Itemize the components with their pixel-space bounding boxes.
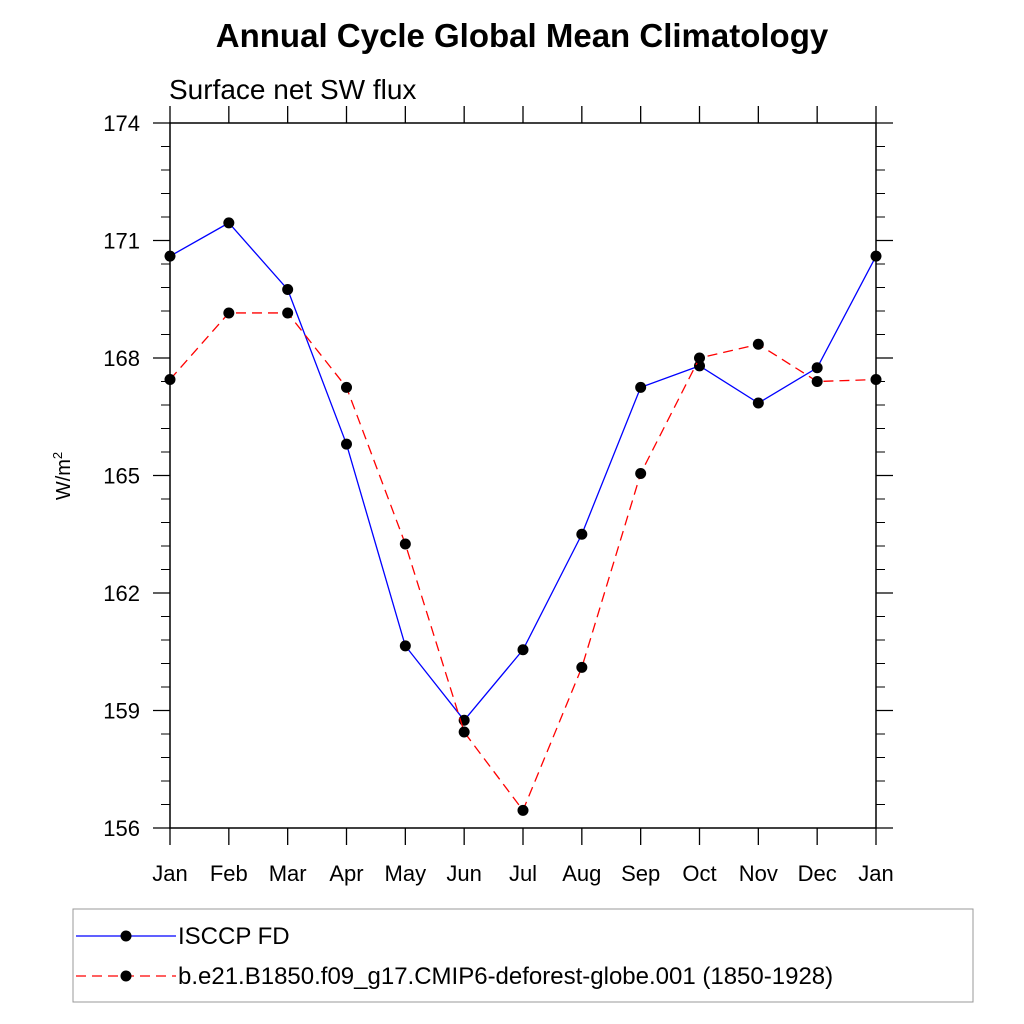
svg-text:W/m2: W/m2 bbox=[50, 452, 75, 500]
legend-entry-model: b.e21.B1850.f09_g17.CMIP6-deforest-globe… bbox=[76, 963, 833, 990]
x-tick-label: Sep bbox=[621, 861, 660, 886]
x-tick-label: Jul bbox=[509, 861, 537, 886]
x-tick-label: Jan bbox=[152, 861, 187, 886]
series-1 bbox=[164, 307, 882, 816]
x-tick-label: Apr bbox=[329, 861, 363, 886]
x-tick-label: Feb bbox=[210, 861, 248, 886]
legend-label-model: b.e21.B1850.f09_g17.CMIP6-deforest-globe… bbox=[178, 963, 833, 990]
legend-label-isccp: ISCCP FD bbox=[178, 923, 290, 950]
y-tick-label: 168 bbox=[103, 346, 140, 371]
axis-ticks bbox=[153, 106, 893, 845]
data-point bbox=[517, 644, 529, 656]
legend-marker-isccp bbox=[120, 930, 132, 942]
chart-subtitle: Surface net SW flux bbox=[169, 74, 416, 105]
x-tick-label: Oct bbox=[682, 861, 716, 886]
x-tick-label: Dec bbox=[798, 861, 837, 886]
data-point bbox=[282, 283, 294, 295]
data-point bbox=[341, 438, 352, 450]
legend-entry-isccp: ISCCP FD bbox=[76, 923, 290, 950]
series-layer bbox=[164, 217, 882, 816]
data-point bbox=[223, 307, 235, 319]
plot-frame bbox=[169, 122, 877, 829]
data-point bbox=[517, 804, 529, 816]
data-point bbox=[635, 468, 647, 480]
data-point bbox=[223, 217, 235, 229]
data-point bbox=[399, 538, 411, 550]
y-tick-label: 159 bbox=[103, 699, 140, 724]
chart-title: Annual Cycle Global Mean Climatology bbox=[216, 17, 829, 54]
y-axis-label-text: W/m bbox=[53, 459, 75, 500]
data-point bbox=[576, 528, 588, 540]
x-tick-label: May bbox=[385, 861, 427, 886]
axis-tick-labels: 156 159 162 165 168 171 174 Jan Feb Mar Apr May Jun J… bbox=[103, 111, 893, 886]
data-point bbox=[399, 640, 411, 652]
y-axis-label-superscript: 2 bbox=[50, 452, 65, 459]
x-tick-label: Jun bbox=[446, 861, 481, 886]
data-point bbox=[576, 661, 588, 673]
data-point bbox=[694, 352, 705, 364]
series-0 bbox=[164, 217, 882, 726]
x-tick-label: Nov bbox=[739, 861, 778, 886]
y-tick-label: 171 bbox=[103, 229, 140, 254]
y-axis-label: W/m2 bbox=[50, 452, 75, 500]
data-point bbox=[811, 362, 823, 374]
data-point bbox=[811, 376, 823, 387]
data-point bbox=[752, 397, 764, 409]
legend-marker-model bbox=[120, 970, 132, 982]
x-tick-label: Mar bbox=[269, 861, 307, 886]
series-line bbox=[169, 312, 877, 812]
data-point bbox=[458, 726, 470, 738]
data-point bbox=[282, 307, 294, 319]
data-point bbox=[635, 381, 647, 393]
y-tick-label: 174 bbox=[103, 111, 140, 136]
y-tick-label: 165 bbox=[103, 464, 140, 489]
x-tick-label: Aug bbox=[562, 861, 601, 886]
y-tick-label: 156 bbox=[103, 816, 140, 841]
legend: ISCCP FD b.e21.B1850.f09_g17.CMIP6-defor… bbox=[72, 908, 974, 1003]
y-tick-label: 162 bbox=[103, 581, 140, 606]
x-tick-label: Jan bbox=[858, 861, 893, 886]
legend-box bbox=[72, 908, 974, 1003]
data-point bbox=[752, 338, 764, 350]
data-point bbox=[341, 381, 352, 393]
